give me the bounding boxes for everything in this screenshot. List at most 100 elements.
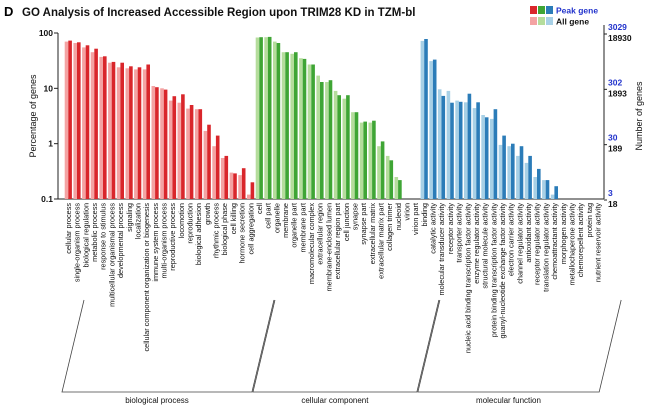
right-tick-all: 18 (608, 199, 618, 209)
x-tick-label: extracellular matrix part (377, 203, 386, 279)
group-label: biological process (125, 396, 189, 405)
x-tick-label: nucleic acid binding transcription facto… (463, 203, 472, 353)
bar-all-gene (325, 82, 329, 199)
x-tick-label: developmental process (116, 203, 125, 278)
x-tick-label: binding (420, 203, 429, 227)
x-tick-label: extracellular region part (333, 203, 342, 279)
x-tick-label: biological phase (220, 203, 229, 255)
bar-peak-gene (146, 64, 150, 199)
bar-all-gene (203, 130, 208, 199)
bar-all-gene (116, 67, 121, 199)
x-tick-label: rhythmic process (212, 203, 221, 258)
bar-all-gene (498, 144, 503, 199)
bar-peak-gene (68, 40, 72, 199)
bar-peak-gene (537, 168, 541, 199)
x-tick-label: channel regulator activity (515, 203, 524, 284)
bar-all-gene (446, 90, 451, 199)
x-tick-label: growth (203, 203, 212, 225)
bar-all-gene (307, 64, 312, 199)
bar-all-gene (186, 108, 190, 199)
x-tick-label: reproduction (186, 203, 195, 244)
bar-peak-gene (111, 61, 116, 200)
x-tick-label: electron carrier activity (507, 203, 516, 276)
bar-all-gene (542, 180, 546, 199)
legend-label: All gene (556, 17, 589, 27)
bar-all-gene (316, 75, 320, 199)
x-tick-label: receptor activity (446, 203, 455, 254)
x-tick-label: organelle part (290, 203, 299, 248)
bar-peak-gene (155, 87, 159, 199)
x-tick-label: multicellular organismal process (107, 203, 116, 307)
x-tick-label: metabolic process (90, 203, 99, 262)
x-tick-label: immune system process (151, 203, 160, 282)
bar-peak-gene (129, 66, 133, 199)
x-tick-label: synapse part (359, 203, 368, 245)
group-bracket (417, 299, 622, 393)
bar-peak-gene (77, 42, 81, 199)
bar-all-gene (151, 86, 156, 199)
bar-peak-gene (398, 180, 402, 199)
bar-peak-gene (120, 62, 124, 200)
bar-peak-gene (224, 155, 229, 199)
bar-all-gene (238, 175, 242, 199)
bar-peak-gene (545, 180, 550, 199)
bar-peak-gene (493, 109, 498, 199)
bar-peak-gene (94, 48, 98, 200)
bar-peak-gene (528, 155, 532, 199)
chart-title: GO Analysis of Increased Accessible Regi… (22, 7, 415, 19)
x-tick-label: localization (133, 203, 142, 239)
x-tick-label: protein tag (585, 203, 594, 237)
legend-swatch (530, 17, 537, 25)
x-tick-label: multi-organism process (160, 203, 169, 279)
x-tick-label: receptor regulator activity (533, 203, 542, 285)
legend-swatch (546, 6, 553, 14)
bar-all-gene (481, 115, 485, 199)
x-tick-label: cell (255, 203, 264, 214)
bar-all-gene (394, 177, 399, 199)
bar-all-gene (533, 177, 537, 199)
x-tick-label: organelle (272, 203, 281, 233)
right-tick-all: 189 (608, 144, 622, 154)
bar-all-gene (359, 122, 364, 199)
x-tick-label: cell aggregation (246, 203, 255, 255)
x-tick-label: synapse (350, 203, 359, 230)
bar-peak-gene (207, 124, 211, 199)
x-tick-label: transporter activity (455, 203, 464, 263)
bar-all-gene (290, 53, 294, 199)
bar-peak-gene (276, 43, 281, 199)
bar-all-gene (490, 118, 494, 199)
bar-peak-gene (450, 102, 454, 199)
x-tick-label: membrane (281, 203, 290, 238)
bar-peak-gene (215, 135, 220, 199)
bar-peak-gene (294, 52, 298, 200)
bar-all-gene (524, 162, 529, 199)
bar-peak-gene (511, 143, 515, 199)
bar-peak-gene (380, 141, 385, 199)
bar-all-gene (255, 37, 260, 199)
legend-swatch (530, 6, 537, 14)
bar-all-gene (194, 109, 199, 199)
y-axis-right-label: Number of genes (634, 81, 644, 151)
bar-peak-gene (85, 45, 90, 199)
bar-peak-gene (363, 121, 367, 199)
x-tick-label: cell part (264, 203, 273, 229)
x-tick-label: antioxidant activity (524, 203, 533, 263)
x-tick-label: hormone secretion (238, 203, 247, 263)
bar-peak-gene (337, 95, 341, 199)
x-tick-label: guanyl-nucleotide exchange factor activi… (498, 203, 507, 339)
bar-all-gene (377, 146, 381, 199)
y-tick-label: 1 (48, 139, 53, 149)
bar-peak-gene (302, 58, 307, 200)
bar-peak-gene (554, 186, 558, 199)
bar-all-gene (472, 108, 477, 199)
bar-peak-gene (320, 82, 324, 199)
bar-peak-gene (189, 105, 194, 199)
x-tick-label: extracellular matrix (368, 203, 377, 265)
panel-letter: D (4, 4, 13, 19)
bar-peak-gene (137, 67, 142, 199)
x-tick-label: protein binding transcription factor act… (489, 203, 498, 338)
x-tick-label: nucleoid (394, 203, 403, 230)
bar-peak-gene (467, 93, 472, 199)
bar-peak-gene (424, 39, 428, 199)
bar-all-gene (385, 155, 390, 199)
